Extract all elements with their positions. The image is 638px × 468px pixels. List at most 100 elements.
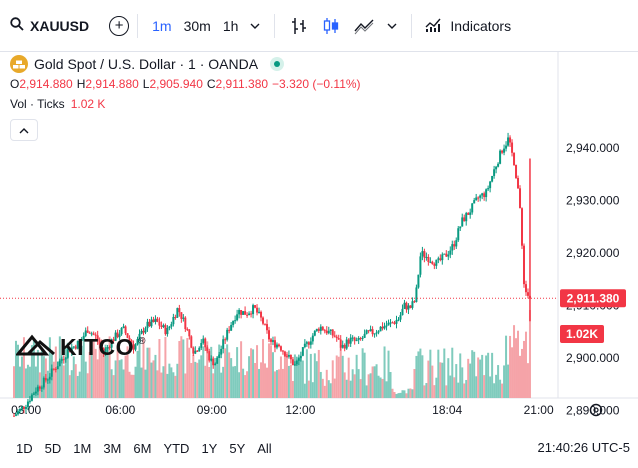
volume-bar [339, 347, 342, 398]
candle-body [277, 344, 280, 347]
candle-body [451, 244, 454, 251]
range-6m-button[interactable]: 6M [133, 440, 152, 456]
volume-bar [371, 366, 374, 398]
bar-chart-type-icon[interactable] [283, 16, 315, 36]
candlestick-chart-type-icon[interactable] [315, 16, 347, 36]
candle-body [106, 347, 109, 349]
line-chart-type-icon[interactable] [347, 16, 381, 36]
candle-body [485, 189, 488, 198]
range-ytd-button[interactable]: YTD [163, 440, 190, 456]
range-all-button[interactable]: All [257, 440, 272, 456]
close-label: C [206, 77, 216, 91]
price-chart[interactable]: 2,890.0002,900.0002,910.0002,920.0002,93… [0, 52, 638, 428]
interval-1m-button[interactable]: 1m [152, 17, 172, 34]
symbol-search-button[interactable]: XAUUSD [10, 17, 89, 34]
range-1y-button[interactable]: 1Y [201, 440, 218, 456]
candle-body [337, 338, 340, 340]
volume-bar [242, 368, 245, 398]
volume-bar [405, 393, 408, 398]
volume-bar [279, 356, 282, 398]
compare-symbol-plus-icon[interactable]: + [109, 15, 130, 36]
range-3m-button[interactable]: 3M [103, 440, 122, 456]
candle-body [457, 228, 460, 241]
candle-body [521, 208, 524, 246]
candle-body [515, 165, 518, 179]
candle-body [22, 406, 25, 409]
candle-body [473, 200, 476, 204]
chart-settings-icon[interactable] [589, 403, 603, 417]
volume-bar [331, 360, 334, 398]
volume-bar [267, 343, 270, 398]
range-1d-button[interactable]: 1D [16, 440, 33, 456]
volume-bar [335, 355, 338, 398]
volume-bar [285, 351, 288, 398]
collapse-legend-button[interactable] [10, 119, 38, 141]
volume-bar [248, 356, 251, 398]
candle-body [341, 344, 344, 348]
volume-bar [206, 341, 209, 398]
candle-body [96, 335, 99, 341]
candle-body [222, 339, 225, 349]
chart-type-chevron-down-icon[interactable] [381, 23, 403, 29]
volume-bar [240, 341, 243, 398]
volume-bar [307, 380, 310, 398]
volume-bar [499, 379, 502, 398]
volume-bar [100, 342, 103, 398]
interval-30m-button[interactable]: 30m [183, 17, 211, 34]
candle-body [148, 321, 151, 327]
candle-body [319, 326, 322, 331]
last-volume-badge [560, 325, 604, 343]
volume-bar [393, 392, 396, 398]
candle-body [481, 193, 484, 196]
volume-bar [467, 358, 470, 398]
volume-bar [271, 352, 274, 398]
indicators-button[interactable]: Indicators [424, 15, 511, 36]
candle-body [94, 334, 97, 336]
volume-bar [289, 364, 292, 398]
volume-bar [172, 372, 175, 398]
candle-body [13, 415, 15, 417]
volume-bar [327, 380, 330, 398]
volume-bar [439, 362, 442, 398]
candle-body [441, 254, 444, 261]
volume-bar [184, 373, 187, 398]
candle-body [417, 274, 420, 288]
candle-body [429, 261, 432, 263]
volume-bar [501, 383, 504, 398]
candle-body [46, 379, 49, 381]
candle-body [214, 363, 217, 366]
volume-bar [379, 377, 382, 398]
market-open-status-icon[interactable] [270, 57, 285, 71]
interval-1h-button[interactable]: 1h [222, 17, 239, 34]
volume-bar [90, 339, 93, 398]
volume-label: Vol · Ticks [10, 97, 65, 111]
candle-body [367, 330, 370, 332]
volume-bar [148, 347, 151, 398]
volume-bar [194, 361, 197, 398]
interval-chevron-down-icon[interactable] [244, 23, 266, 29]
candle-body [208, 351, 211, 361]
x-tick-label: 06:00 [105, 403, 135, 417]
range-5d-button[interactable]: 5D [44, 440, 62, 456]
candle-body [134, 344, 137, 350]
volume-bar [457, 382, 460, 398]
volume-bar [186, 338, 189, 398]
candle-body [26, 401, 29, 407]
timezone-clock[interactable]: 21:40:26 UTC-5 [537, 440, 631, 455]
volume-bar [524, 331, 527, 398]
y-tick-label: 2,930.000 [566, 194, 620, 208]
candle-body [375, 332, 378, 334]
candle-body [84, 330, 87, 336]
range-5y-button[interactable]: 5Y [229, 440, 246, 456]
volume-bar [150, 362, 153, 398]
candle-body [174, 316, 177, 318]
volume-bar [387, 350, 390, 398]
volume-bar [162, 366, 165, 398]
range-1m-button[interactable]: 1M [73, 440, 92, 456]
candle-body [28, 400, 31, 402]
x-tick-label: 18:04 [432, 403, 462, 417]
candle-body [507, 137, 510, 146]
candle-body [192, 347, 195, 354]
candle-body [493, 169, 496, 176]
volume-bar [236, 347, 239, 398]
